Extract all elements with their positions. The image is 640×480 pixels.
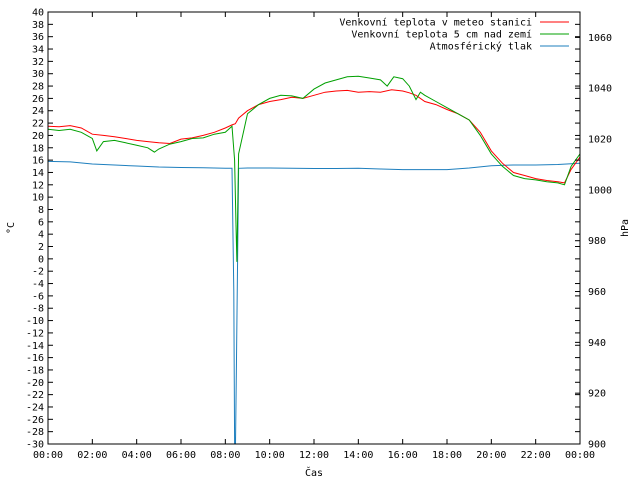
series-line-0 bbox=[48, 89, 580, 184]
x-tick-label: 22:00 bbox=[521, 450, 551, 461]
x-tick-label: 00:00 bbox=[33, 450, 63, 461]
axis-layer: 4038363432302826242220181614121086420-2-… bbox=[26, 8, 612, 462]
y2-tick-label: 940 bbox=[588, 338, 606, 349]
y-tick-label: -6 bbox=[32, 291, 44, 302]
y-tick-label: -24 bbox=[26, 402, 44, 413]
series-line-2 bbox=[48, 160, 580, 444]
y-tick-label: -22 bbox=[26, 390, 44, 401]
y-tick-label: -14 bbox=[26, 341, 44, 352]
y-tick-label: 28 bbox=[32, 82, 44, 93]
x-tick-label: 00:00 bbox=[565, 450, 595, 461]
x-tick-label: 02:00 bbox=[77, 450, 107, 461]
y-tick-label: 10 bbox=[32, 193, 44, 204]
y-tick-label: 22 bbox=[32, 119, 44, 130]
y-tick-label: 6 bbox=[38, 217, 44, 228]
y-tick-label: -16 bbox=[26, 353, 44, 364]
y-tick-label: -18 bbox=[26, 365, 44, 376]
legend: Venkovní teplota v meteo staniciVenkovní… bbox=[339, 17, 569, 53]
x-tick-label: 04:00 bbox=[122, 450, 152, 461]
y2-axis-title: hPa bbox=[620, 219, 631, 237]
y-tick-label: 12 bbox=[32, 180, 44, 191]
x-tick-label: 14:00 bbox=[343, 450, 373, 461]
y2-tick-label: 960 bbox=[588, 287, 606, 298]
y-tick-label: -28 bbox=[26, 427, 44, 438]
y2-tick-label: 1000 bbox=[588, 185, 612, 196]
series-line-1 bbox=[48, 75, 580, 262]
y-tick-label: 16 bbox=[32, 156, 44, 167]
y2-tick-label: 980 bbox=[588, 236, 606, 247]
x-tick-label: 20:00 bbox=[476, 450, 506, 461]
y-tick-label: 18 bbox=[32, 143, 44, 154]
y-tick-label: -12 bbox=[26, 328, 44, 339]
y-tick-label: 0 bbox=[38, 254, 44, 265]
y-tick-label: 24 bbox=[32, 106, 44, 117]
series-layer bbox=[48, 75, 580, 444]
y-tick-label: -10 bbox=[26, 316, 44, 327]
x-tick-label: 06:00 bbox=[166, 450, 196, 461]
y-tick-label: 38 bbox=[32, 20, 44, 31]
y-tick-label: 32 bbox=[32, 57, 44, 68]
y-axis-title: °C bbox=[6, 222, 17, 234]
y2-tick-label: 920 bbox=[588, 389, 606, 400]
x-axis-title: Čas bbox=[305, 466, 323, 479]
y2-tick-label: 1060 bbox=[588, 33, 612, 44]
y-tick-label: 4 bbox=[38, 230, 44, 241]
y2-tick-label: 1040 bbox=[588, 84, 612, 95]
x-tick-label: 12:00 bbox=[299, 450, 329, 461]
y-tick-label: 40 bbox=[32, 8, 44, 19]
y-tick-label: -26 bbox=[26, 415, 44, 426]
y2-tick-label: 900 bbox=[588, 440, 606, 451]
y-tick-label: 26 bbox=[32, 94, 44, 105]
x-tick-label: 10:00 bbox=[255, 450, 285, 461]
x-tick-label: 18:00 bbox=[432, 450, 462, 461]
legend-label: Atmosférický tlak bbox=[430, 41, 532, 53]
y-tick-label: -2 bbox=[32, 267, 44, 278]
y-tick-label: 14 bbox=[32, 168, 44, 179]
x-tick-label: 16:00 bbox=[388, 450, 418, 461]
y-tick-label: 34 bbox=[32, 45, 44, 56]
legend-label: Venkovní teplota 5 cm nad zemí bbox=[351, 29, 532, 41]
y-tick-label: -20 bbox=[26, 378, 44, 389]
y-tick-label: 20 bbox=[32, 131, 44, 142]
y2-tick-label: 1020 bbox=[588, 135, 612, 146]
x-tick-label: 08:00 bbox=[210, 450, 240, 461]
y-tick-label: 36 bbox=[32, 32, 44, 43]
y-tick-label: 2 bbox=[38, 242, 44, 253]
y-tick-label: -30 bbox=[26, 440, 44, 451]
y-tick-label: -4 bbox=[32, 279, 44, 290]
y-tick-label: 8 bbox=[38, 205, 44, 216]
legend-label: Venkovní teplota v meteo stanici bbox=[339, 17, 532, 29]
y-tick-label: 30 bbox=[32, 69, 44, 80]
y-tick-label: -8 bbox=[32, 304, 44, 315]
